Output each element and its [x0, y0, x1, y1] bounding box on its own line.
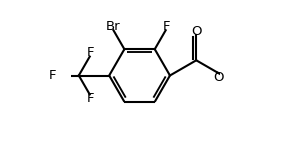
Text: F: F — [87, 46, 94, 59]
Text: O: O — [213, 71, 224, 84]
Text: Br: Br — [105, 20, 120, 33]
Text: F: F — [49, 69, 56, 82]
Text: O: O — [191, 25, 202, 38]
Text: F: F — [163, 20, 170, 33]
Text: F: F — [87, 92, 94, 105]
